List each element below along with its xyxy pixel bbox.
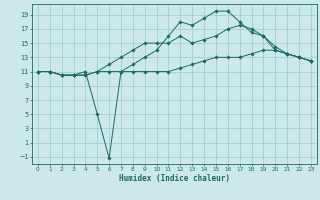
X-axis label: Humidex (Indice chaleur): Humidex (Indice chaleur) [119,174,230,183]
